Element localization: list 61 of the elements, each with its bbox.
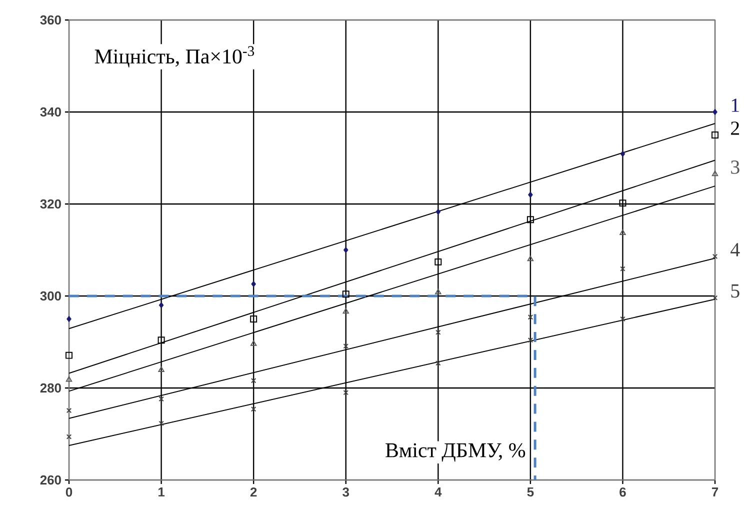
point <box>66 408 72 414</box>
series-label: 1 <box>732 98 739 112</box>
point <box>620 150 626 158</box>
point <box>528 192 533 198</box>
y-axis-title: Міцність, Па×10$^{-3}$ <box>94 46 254 68</box>
point <box>435 288 442 294</box>
y-tick-label: 320 <box>40 199 61 209</box>
x-tick-label: 7 <box>712 487 718 496</box>
point <box>342 290 350 298</box>
point <box>620 229 626 235</box>
point <box>158 302 164 308</box>
point <box>436 360 441 366</box>
series-label: 5 <box>731 284 740 298</box>
point <box>66 376 72 382</box>
point <box>620 266 626 272</box>
point <box>527 256 534 262</box>
point <box>528 338 534 343</box>
series-label: 2 <box>731 122 740 135</box>
x-tick-label: 4 <box>434 487 442 496</box>
point <box>250 315 258 322</box>
point <box>436 208 441 215</box>
series-label: 4 <box>730 243 740 256</box>
point <box>620 316 626 322</box>
point <box>66 434 72 440</box>
point <box>434 258 442 266</box>
point <box>250 378 256 384</box>
y-tick-label: 260 <box>40 475 61 485</box>
x-tick-label: 1 <box>158 487 165 496</box>
point <box>436 330 441 335</box>
x-tick-label: 6 <box>620 487 626 497</box>
x-axis-title: Вміст ДБМУ, % <box>386 443 526 462</box>
point <box>66 352 72 359</box>
x-tick-label: 0 <box>66 487 72 497</box>
point <box>343 390 348 396</box>
point <box>251 280 256 288</box>
y-tick-label: 340 <box>40 107 61 117</box>
y-tick-label: 360 <box>40 15 61 25</box>
point <box>528 314 534 320</box>
point <box>158 366 164 372</box>
series-label: 3 <box>731 160 740 174</box>
point <box>712 295 718 300</box>
point <box>712 131 718 138</box>
x-tick-label: 2 <box>250 487 257 497</box>
point <box>526 216 534 224</box>
y-tick-label: 280 <box>40 383 61 393</box>
point <box>712 108 718 116</box>
point <box>619 200 626 207</box>
point <box>343 344 348 349</box>
y-tick-label: 300 <box>40 291 61 301</box>
point <box>158 396 164 402</box>
point <box>712 254 718 260</box>
x-tick-label: 3 <box>342 487 349 497</box>
point <box>342 308 349 314</box>
point <box>66 316 72 322</box>
point <box>343 246 348 254</box>
point <box>158 336 165 344</box>
point <box>712 170 718 176</box>
point <box>158 420 164 426</box>
x-tick-label: 5 <box>527 487 534 497</box>
point <box>250 406 256 412</box>
point <box>250 340 257 346</box>
